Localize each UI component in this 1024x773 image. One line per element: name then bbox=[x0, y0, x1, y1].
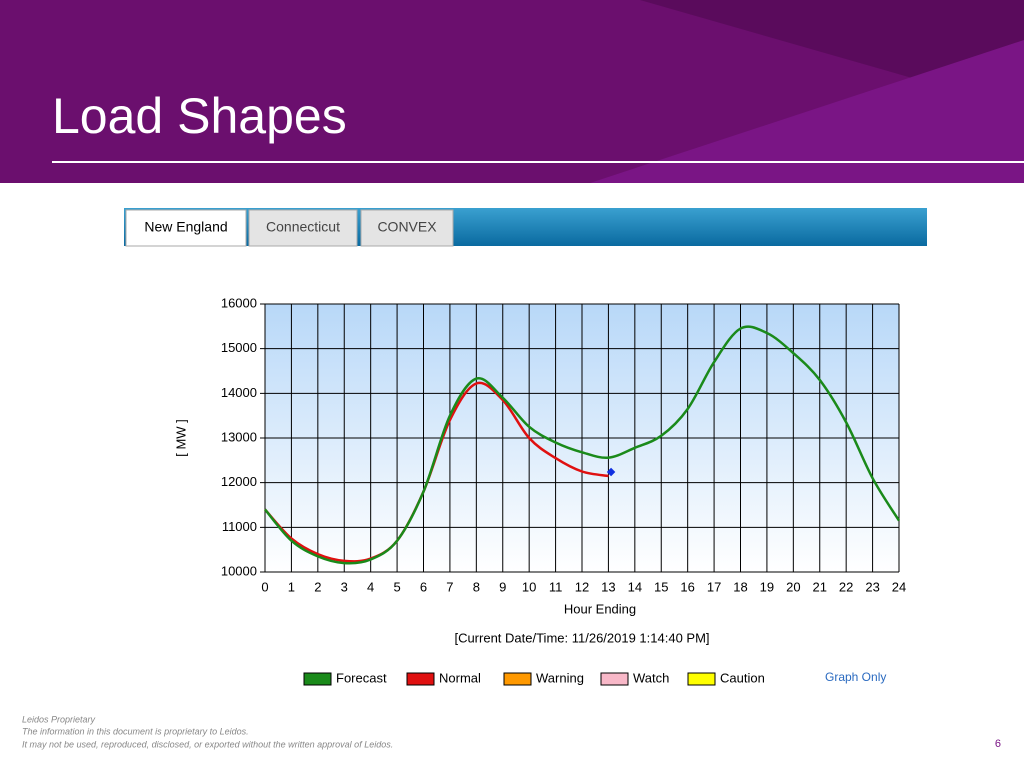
x-tick-label: 13 bbox=[601, 579, 615, 594]
x-tick-label: 22 bbox=[839, 579, 853, 594]
x-tick-label: 7 bbox=[446, 579, 453, 594]
x-tick-label: 24 bbox=[892, 579, 906, 594]
tab-label[interactable]: Connecticut bbox=[266, 219, 340, 235]
x-tick-label: 5 bbox=[393, 579, 400, 594]
legend-label: Normal bbox=[439, 670, 481, 685]
x-tick-label: 9 bbox=[499, 579, 506, 594]
x-tick-label: 11 bbox=[549, 579, 563, 594]
tab[interactable] bbox=[125, 209, 247, 247]
legend-label: Watch bbox=[633, 670, 669, 685]
y-tick-label: 14000 bbox=[221, 385, 257, 400]
y-tick-label: 11000 bbox=[222, 519, 257, 534]
y-tick-label: 12000 bbox=[221, 474, 257, 489]
y-tick-label: 10000 bbox=[221, 563, 257, 578]
legend-swatch bbox=[406, 672, 435, 686]
series-line bbox=[264, 325, 901, 565]
x-axis-label: Hour Ending bbox=[564, 601, 636, 616]
y-tick-label: 13000 bbox=[221, 429, 257, 444]
x-tick-label: 3 bbox=[341, 579, 348, 594]
legend-swatch bbox=[687, 672, 716, 686]
footer-line: Leidos Proprietary bbox=[22, 714, 96, 724]
annotation: [Current Date/Time: 11/26/2019 1:14:40 P… bbox=[454, 630, 709, 645]
x-tick-label: 14 bbox=[628, 579, 642, 594]
title: Load Shapes bbox=[52, 88, 347, 144]
page-number: 6 bbox=[995, 738, 1001, 750]
tab[interactable] bbox=[360, 209, 454, 247]
tab[interactable] bbox=[248, 209, 358, 247]
legend-swatch bbox=[503, 672, 532, 686]
x-tick-label: 10 bbox=[522, 579, 536, 594]
graph-only-link[interactable]: Graph Only bbox=[825, 670, 886, 684]
x-tick-label: 2 bbox=[314, 579, 321, 594]
tab-label[interactable]: CONVEX bbox=[377, 219, 437, 235]
footer-line: The information in this document is prop… bbox=[22, 726, 249, 736]
x-tick-label: 20 bbox=[786, 579, 800, 594]
y-axis-label: [ MW ] bbox=[173, 419, 188, 457]
legend-swatch bbox=[303, 672, 332, 686]
header-shape bbox=[590, 40, 1024, 183]
x-tick-label: 23 bbox=[865, 579, 879, 594]
x-tick-label: 16 bbox=[680, 579, 694, 594]
x-tick-label: 17 bbox=[707, 579, 721, 594]
current-point bbox=[606, 467, 616, 477]
tab-label[interactable]: New England bbox=[144, 219, 227, 235]
legend-label: Warning bbox=[536, 670, 584, 685]
legend-swatch bbox=[600, 672, 629, 686]
x-tick-label: 0 bbox=[261, 579, 268, 594]
x-tick-label: 4 bbox=[367, 579, 374, 594]
x-tick-label: 19 bbox=[760, 579, 774, 594]
x-tick-label: 6 bbox=[420, 579, 427, 594]
y-tick-label: 16000 bbox=[221, 295, 257, 310]
legend-label: Caution bbox=[720, 670, 765, 685]
legend-label: Forecast bbox=[336, 670, 387, 685]
x-tick-label: 1 bbox=[288, 579, 295, 594]
x-tick-label: 12 bbox=[575, 579, 589, 594]
x-tick-label: 21 bbox=[813, 579, 827, 594]
x-tick-label: 18 bbox=[733, 579, 747, 594]
footer-line: It may not be used, reproduced, disclose… bbox=[22, 739, 393, 749]
x-tick-label: 8 bbox=[473, 579, 480, 594]
y-tick-label: 15000 bbox=[221, 340, 257, 355]
x-tick-label: 15 bbox=[654, 579, 668, 594]
